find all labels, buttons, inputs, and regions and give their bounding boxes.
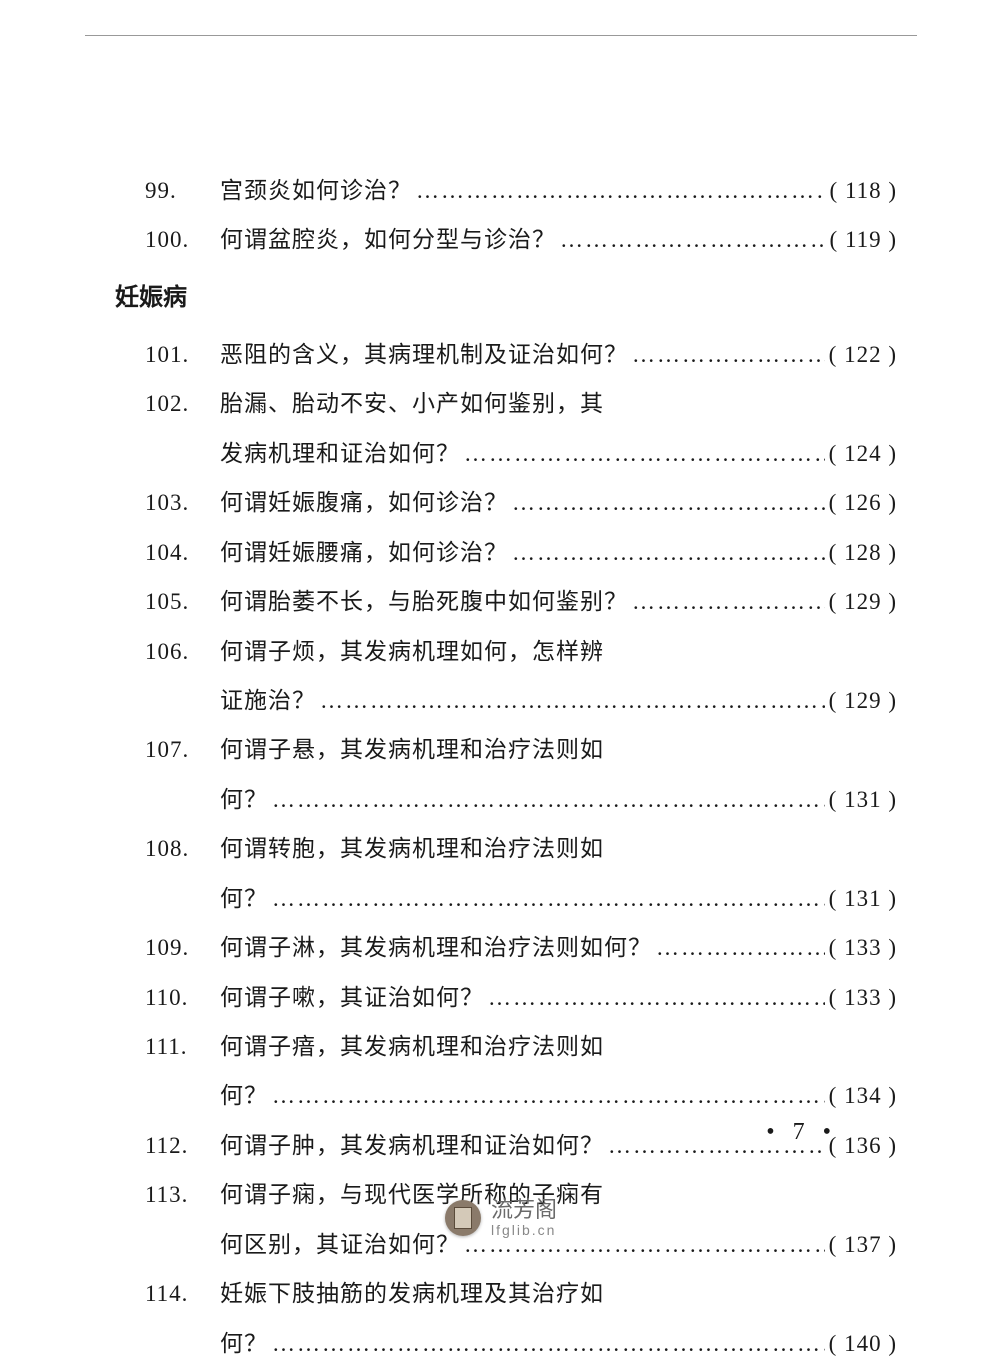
entry-number: 109.: [145, 923, 220, 972]
toc-entry: 何？ ( 140 ): [145, 1319, 897, 1368]
leader-dots: [628, 577, 829, 626]
page-ref: ( 118 ): [830, 166, 897, 215]
page-ref: ( 126 ): [829, 478, 897, 527]
entry-text: 宫颈炎如何诊治？: [220, 166, 412, 215]
entry-number: 104.: [145, 528, 220, 577]
toc-entry: 99.宫颈炎如何诊治？ ( 118 ): [145, 166, 897, 215]
page-number: • 7 •: [766, 1119, 837, 1146]
entry-text: 证施治？: [220, 676, 316, 725]
page-ref: ( 134 ): [829, 1071, 897, 1120]
entry-text: 何？: [220, 1071, 268, 1120]
page-ref: ( 119 ): [830, 215, 897, 264]
leader-dots: [484, 973, 829, 1022]
entry-text: 何区别，其证治如何？: [220, 1220, 460, 1269]
entry-text: 何谓子嗽，其证治如何？: [220, 973, 484, 1022]
leader-dots: [556, 215, 830, 264]
leader-dots: [652, 923, 829, 972]
watermark-url: lfglib.cn: [491, 1223, 557, 1238]
page-ref: ( 131 ): [829, 874, 897, 923]
entry-text: 胎漏、胎动不安、小产如何鉴别，其: [220, 379, 604, 428]
book-icon: [445, 1200, 481, 1236]
page-ref: ( 140 ): [829, 1319, 897, 1368]
entry-text: 妊娠下肢抽筋的发病机理及其治疗如: [220, 1269, 604, 1318]
page-ref: ( 136 ): [829, 1121, 897, 1170]
entry-number: 108.: [145, 824, 220, 873]
entry-text: 何谓胎萎不长，与胎死腹中如何鉴别？: [220, 577, 628, 626]
entry-text: 何谓妊娠腹痛，如何诊治？: [220, 478, 508, 527]
page-ref: ( 129 ): [829, 676, 897, 725]
entry-number: 106.: [145, 627, 220, 676]
toc-entry: 证施治？ ( 129 ): [145, 676, 897, 725]
toc-entry: 104.何谓妊娠腰痛，如何诊治？ ( 128 ): [145, 528, 897, 577]
page-ref: ( 122 ): [829, 330, 897, 379]
page-ref: ( 133 ): [829, 973, 897, 1022]
entry-number: 102.: [145, 379, 220, 428]
leader-dots: [628, 330, 829, 379]
toc-entry: 何？ ( 131 ): [145, 775, 897, 824]
toc-entry: 114.妊娠下肢抽筋的发病机理及其治疗如: [145, 1269, 897, 1318]
page-ref: ( 137 ): [829, 1220, 897, 1269]
leader-dots: [268, 775, 829, 824]
entry-number: 112.: [145, 1121, 220, 1170]
toc-entry: 102.胎漏、胎动不安、小产如何鉴别，其: [145, 379, 897, 428]
entry-text: 何谓盆腔炎，如何分型与诊治？: [220, 215, 556, 264]
entry-number: 113.: [145, 1170, 220, 1219]
entry-number: 107.: [145, 725, 220, 774]
entry-text: 何谓子瘖，其发病机理和治疗法则如: [220, 1022, 604, 1071]
entry-text: 何谓子悬，其发病机理和治疗法则如: [220, 725, 604, 774]
entry-text: 何谓转胞，其发病机理和治疗法则如: [220, 824, 604, 873]
toc-entry: 何？ ( 134 ): [145, 1071, 897, 1120]
toc-entry: 110.何谓子嗽，其证治如何？ ( 133 ): [145, 973, 897, 1022]
entry-text: 何谓妊娠腰痛，如何诊治？: [220, 528, 508, 577]
entry-number: 111.: [145, 1022, 220, 1071]
toc-entry: 106.何谓子烦，其发病机理如何，怎样辨: [145, 627, 897, 676]
toc-entry: 108.何谓转胞，其发病机理和治疗法则如: [145, 824, 897, 873]
entry-number: 99.: [145, 166, 220, 215]
entry-text: 何？: [220, 1319, 268, 1368]
watermark-title: 流芳阁: [491, 1198, 557, 1222]
page-ref: ( 124 ): [829, 429, 897, 478]
page-container: 99.宫颈炎如何诊治？ ( 118 ) 100.何谓盆腔炎，如何分型与诊治？ ( 11…: [85, 35, 917, 1256]
leader-dots: [268, 1071, 829, 1120]
leader-dots: [316, 676, 829, 725]
toc-entry: 107.何谓子悬，其发病机理和治疗法则如: [145, 725, 897, 774]
entry-number: 101.: [145, 330, 220, 379]
entry-text: 何？: [220, 874, 268, 923]
page-ref: ( 129 ): [829, 577, 897, 626]
entry-number: 110.: [145, 973, 220, 1022]
toc-content: 99.宫颈炎如何诊治？ ( 118 ) 100.何谓盆腔炎，如何分型与诊治？ ( 11…: [85, 36, 917, 1368]
leader-dots: [508, 478, 829, 527]
entry-number: 114.: [145, 1269, 220, 1318]
page-ref: ( 131 ): [829, 775, 897, 824]
leader-dots: [508, 528, 829, 577]
toc-entry: 109.何谓子淋，其发病机理和治疗法则如何？ ( 133 ): [145, 923, 897, 972]
entry-number: 100.: [145, 215, 220, 264]
leader-dots: [268, 874, 829, 923]
entry-text: 发病机理和证治如何？: [220, 429, 460, 478]
page-ref: ( 128 ): [829, 528, 897, 577]
entry-number: 103.: [145, 478, 220, 527]
toc-entry: 何？ ( 131 ): [145, 874, 897, 923]
entry-number: 105.: [145, 577, 220, 626]
toc-entry: 101.恶阻的含义，其病理机制及证治如何？ ( 122 ): [145, 330, 897, 379]
watermark: 流芳阁 lfglib.cn: [445, 1198, 557, 1238]
leader-dots: [412, 166, 830, 215]
toc-entry: 105.何谓胎萎不长，与胎死腹中如何鉴别？ ( 129 ): [145, 577, 897, 626]
entry-text: 何谓子烦，其发病机理如何，怎样辨: [220, 627, 604, 676]
page-ref: ( 133 ): [829, 923, 897, 972]
toc-entry: 111.何谓子瘖，其发病机理和治疗法则如: [145, 1022, 897, 1071]
entry-text: 何谓子肿，其发病机理和证治如何？: [220, 1121, 604, 1170]
leader-dots: [268, 1319, 829, 1368]
toc-entry: 100.何谓盆腔炎，如何分型与诊治？ ( 119 ): [145, 215, 897, 264]
section-header: 妊娠病: [115, 277, 897, 312]
entry-text: 恶阻的含义，其病理机制及证治如何？: [220, 330, 628, 379]
leader-dots: [460, 429, 829, 478]
toc-entry: 103.何谓妊娠腹痛，如何诊治？ ( 126 ): [145, 478, 897, 527]
entry-text: 何谓子淋，其发病机理和治疗法则如何？: [220, 923, 652, 972]
watermark-text: 流芳阁 lfglib.cn: [491, 1198, 557, 1238]
entry-text: 何？: [220, 775, 268, 824]
toc-entry: 发病机理和证治如何？ ( 124 ): [145, 429, 897, 478]
